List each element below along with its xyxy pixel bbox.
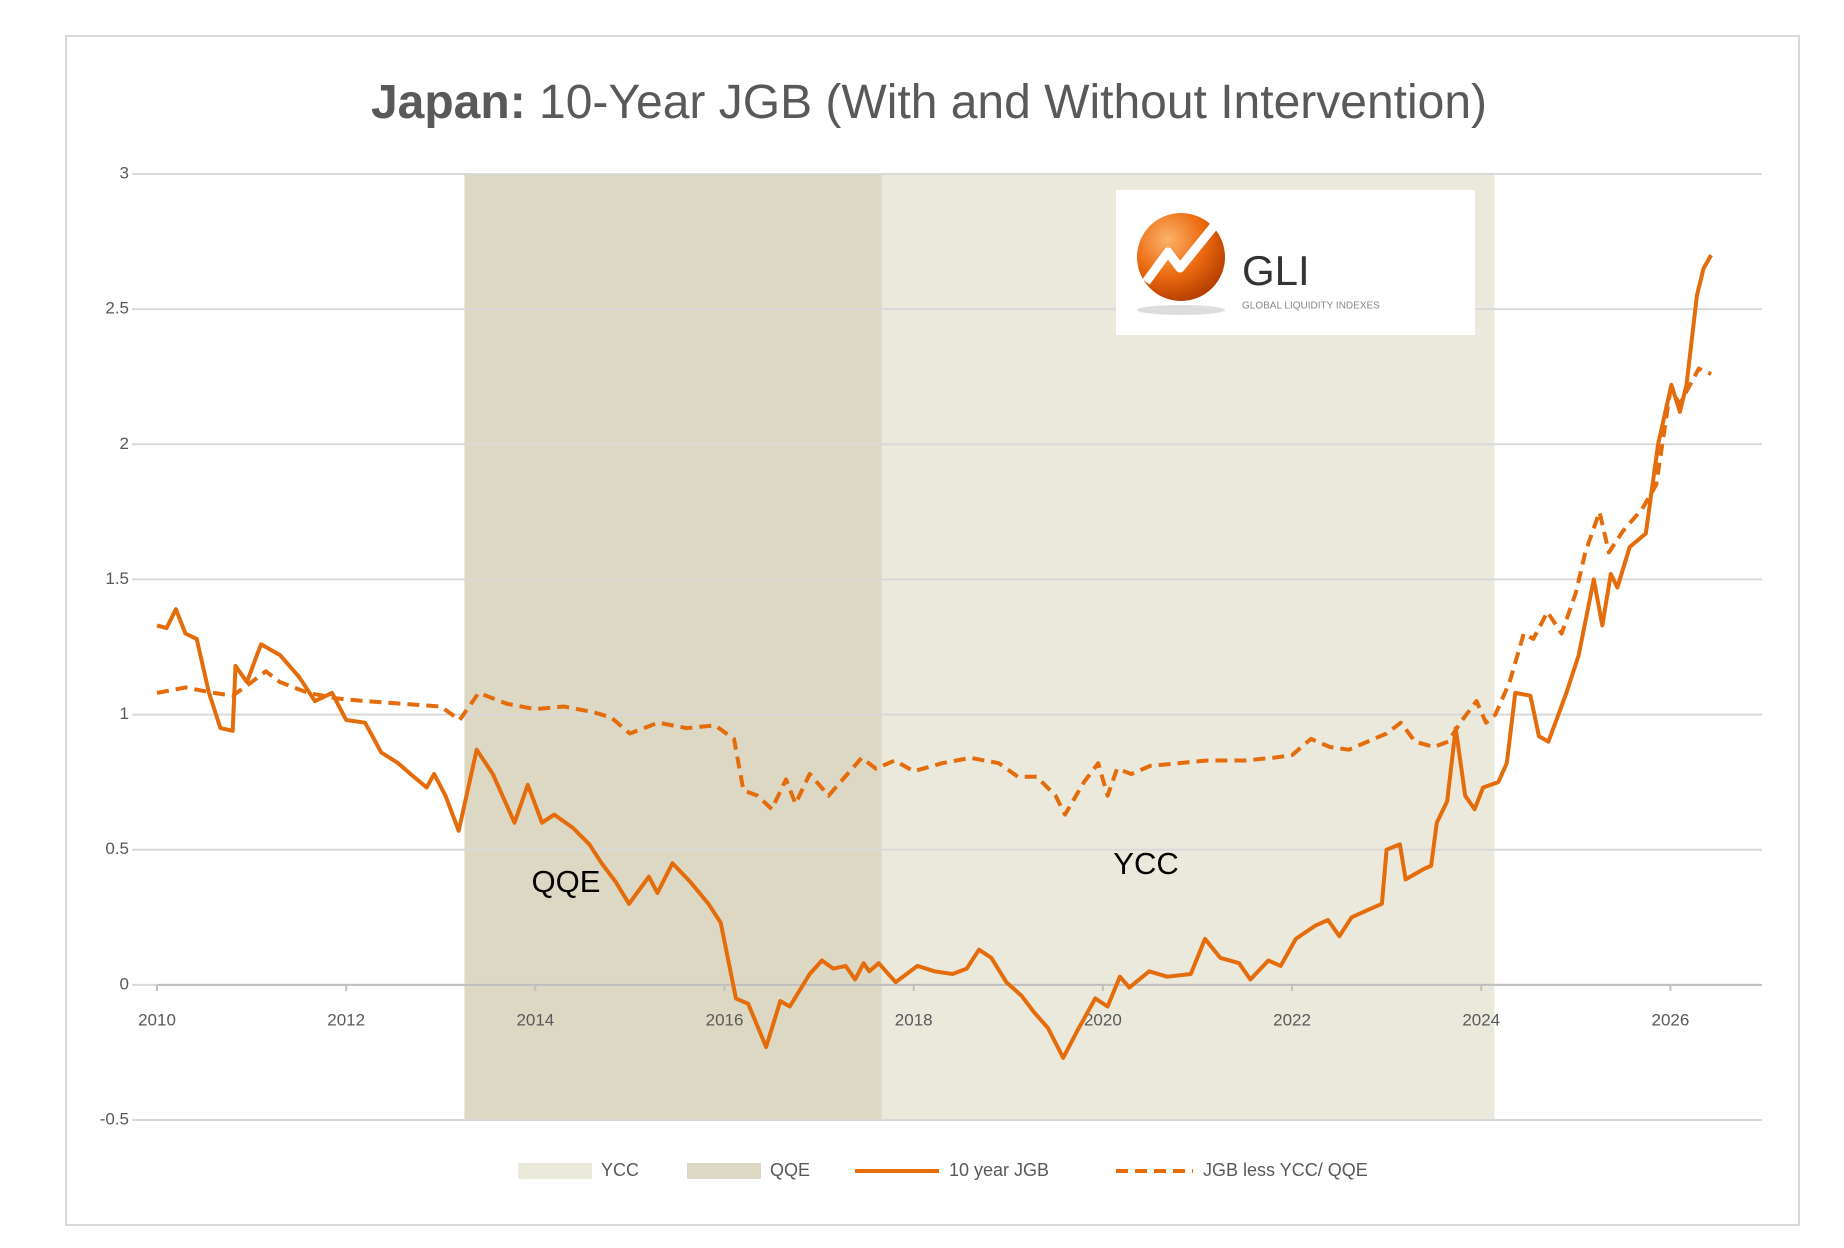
y-tick-label: 2 — [120, 434, 129, 453]
annotation: YCC — [1113, 846, 1178, 881]
logo-shadow — [1137, 305, 1225, 315]
x-tick-label: 2016 — [706, 1010, 744, 1029]
logo-name: GLI — [1242, 247, 1310, 294]
y-tick-label: 2.5 — [105, 299, 129, 318]
title-bold: Japan: — [371, 76, 526, 129]
legend-label: QQE — [770, 1160, 810, 1180]
x-tick-label: 2018 — [895, 1010, 933, 1029]
legend-label: YCC — [601, 1160, 639, 1180]
y-tick-label: 1 — [120, 704, 129, 723]
legend: YCC QQE 10 year JGB JGB less YCC/ QQE — [518, 1160, 1368, 1180]
x-tick-label: 2024 — [1462, 1010, 1500, 1029]
legend-swatch — [687, 1163, 761, 1179]
y-tick-label: 1.5 — [105, 569, 129, 588]
title-text: 10-Year JGB (With and Without Interventi… — [539, 76, 1487, 129]
shaded-band — [464, 174, 882, 1120]
grid: -0.5 0 0.5 1 1.5 2 2.5 3 2010 2012 2014 2016 2018 202… — [100, 163, 1762, 1128]
logo: GLI GLOBAL LIQUIDITY INDEXES — [1116, 190, 1475, 335]
x-tick-label: 2010 — [138, 1010, 176, 1029]
lines — [156, 254, 1713, 1060]
y-tick-label: -0.5 — [100, 1109, 129, 1128]
x-tick-label: 2012 — [327, 1010, 365, 1029]
series-line — [156, 366, 1712, 817]
logo-arrow — [1142, 223, 1218, 285]
y-tick-label: 0 — [120, 974, 129, 993]
logo-tagline: GLOBAL LIQUIDITY INDEXES — [1242, 301, 1380, 312]
x-tick-label: 2014 — [516, 1010, 554, 1029]
legend-swatch — [518, 1163, 592, 1179]
y-tick-label: 3 — [120, 163, 129, 182]
x-tick-label: 2022 — [1273, 1010, 1311, 1029]
legend-label: JGB less YCC/ QQE — [1203, 1160, 1368, 1180]
legend-label: 10 year JGB — [949, 1160, 1049, 1180]
y-tick-label: 0.5 — [105, 839, 129, 858]
series-line — [156, 254, 1713, 1060]
chart-title: Japan: 10-Year JGB (With and Without Int… — [371, 76, 1487, 129]
x-tick-label: 2026 — [1651, 1010, 1689, 1029]
x-tick-label: 2020 — [1084, 1010, 1122, 1029]
annotation: QQE — [532, 864, 601, 899]
